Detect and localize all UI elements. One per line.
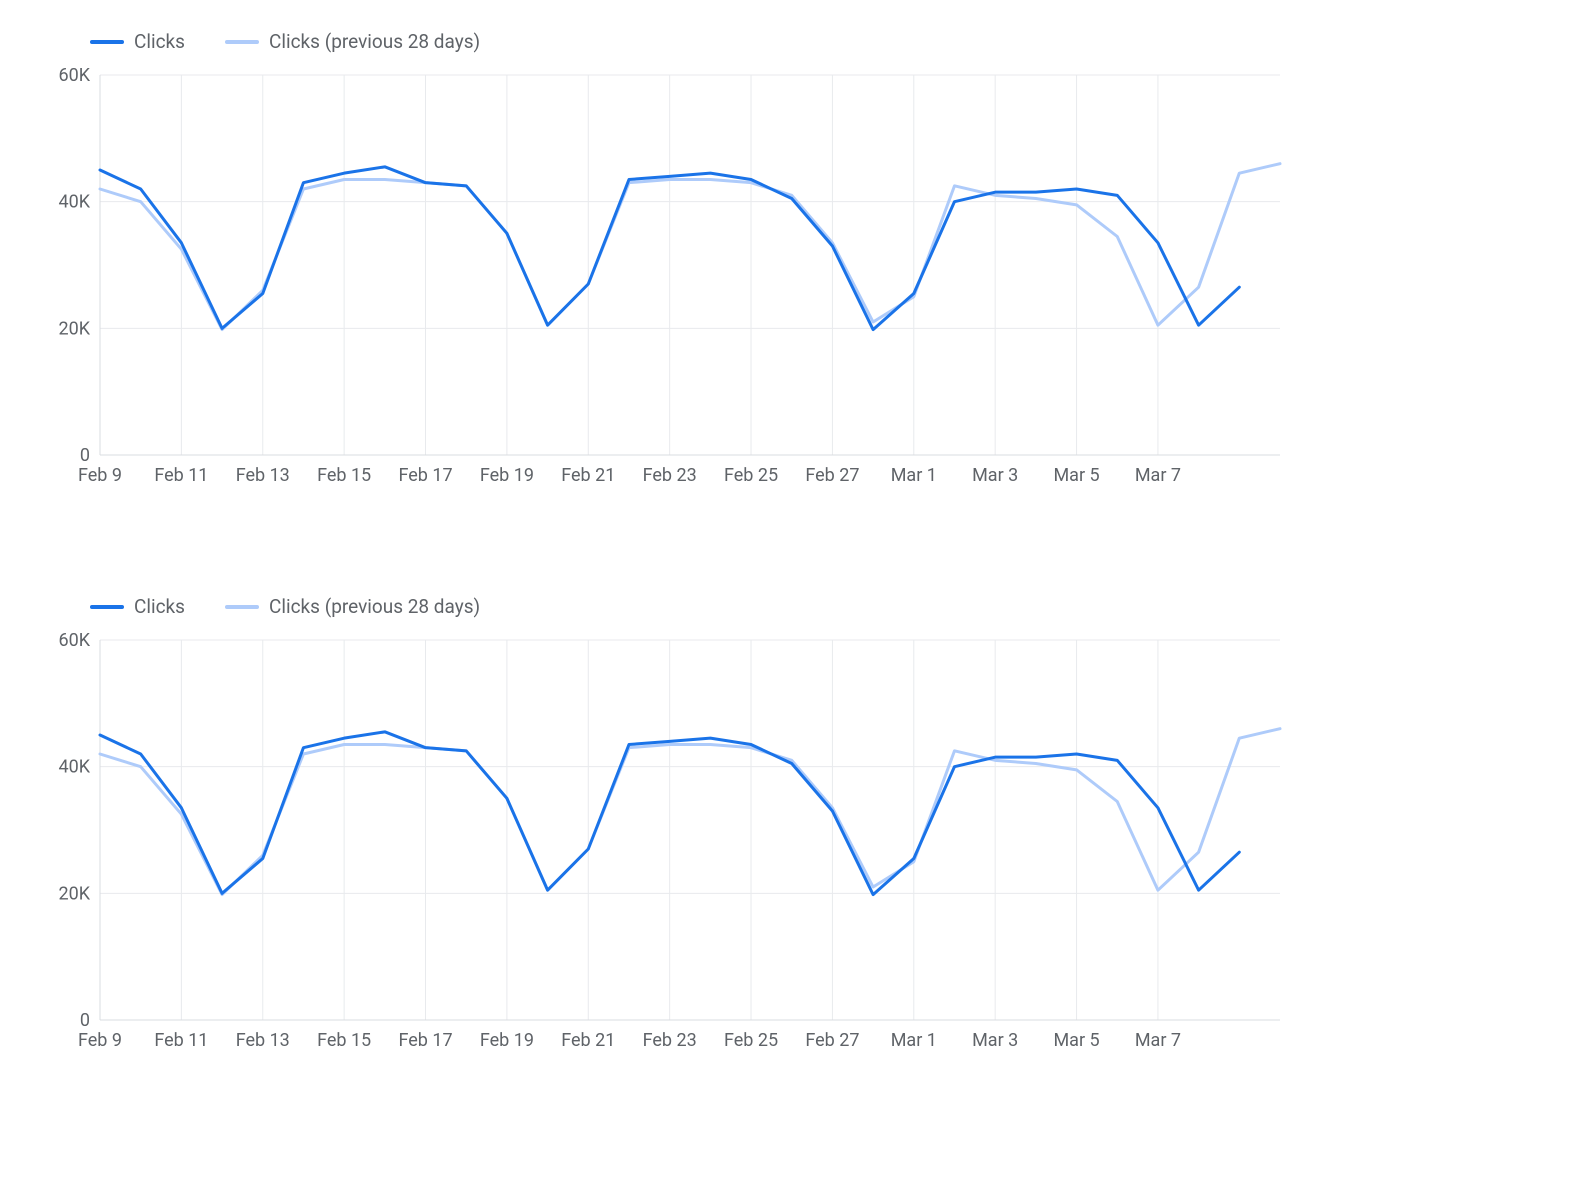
- x-axis-tick-label: Mar 5: [1053, 1030, 1099, 1051]
- x-axis-tick-label: Feb 23: [643, 1030, 697, 1051]
- y-axis-tick-label: 20K: [58, 318, 90, 339]
- legend-label: Clicks (previous 28 days): [269, 595, 480, 618]
- x-axis-tick-label: Feb 11: [154, 1030, 208, 1051]
- x-axis-tick-label: Mar 1: [891, 1030, 937, 1051]
- x-axis-tick-label: Feb 17: [398, 1030, 452, 1051]
- x-axis-tick-label: Feb 25: [724, 465, 778, 486]
- y-axis-tick-label: 40K: [58, 192, 90, 213]
- x-axis-tick-label: Feb 15: [317, 465, 371, 486]
- chart-legend: Clicks Clicks (previous 28 days): [90, 30, 1532, 53]
- legend-item[interactable]: Clicks (previous 28 days): [225, 595, 480, 618]
- x-axis-tick-label: Feb 15: [317, 1030, 371, 1051]
- x-axis-tick-label: Mar 5: [1053, 465, 1099, 486]
- x-axis-tick-label: Feb 27: [805, 465, 859, 486]
- legend-item[interactable]: Clicks: [90, 595, 185, 618]
- x-axis-tick-label: Feb 25: [724, 1030, 778, 1051]
- chart-legend: Clicks Clicks (previous 28 days): [90, 595, 1532, 618]
- legend-item[interactable]: Clicks: [90, 30, 185, 53]
- x-axis-tick-label: Feb 17: [398, 465, 452, 486]
- x-axis-tick-label: Feb 13: [236, 1030, 290, 1051]
- legend-swatch: [90, 40, 124, 44]
- x-axis-tick-label: Mar 1: [891, 465, 937, 486]
- clicks-line-chart: Clicks Clicks (previous 28 days) 0 20K 40K 60…: [40, 30, 1532, 495]
- series-line: [100, 164, 1280, 330]
- chart-plot: 0 20K 40K 60K Feb 9 Feb 11 Feb 13 Feb 15 Feb 17 F…: [40, 630, 1290, 1060]
- x-axis-tick-label: Mar 7: [1135, 1030, 1181, 1051]
- x-axis-tick-label: Mar 7: [1135, 465, 1181, 486]
- y-axis-tick-label: 0: [80, 1010, 90, 1031]
- x-axis-tick-label: Feb 19: [480, 1030, 534, 1051]
- y-axis-tick-label: 0: [80, 445, 90, 466]
- x-axis-tick-label: Feb 23: [643, 465, 697, 486]
- x-axis-tick-label: Feb 9: [78, 1030, 122, 1051]
- legend-swatch: [225, 40, 259, 44]
- y-axis-tick-label: 60K: [58, 630, 90, 651]
- x-axis-tick-label: Mar 3: [972, 465, 1018, 486]
- legend-item[interactable]: Clicks (previous 28 days): [225, 30, 480, 53]
- x-axis-tick-label: Feb 9: [78, 465, 122, 486]
- x-axis-tick-label: Feb 27: [805, 1030, 859, 1051]
- legend-label: Clicks: [134, 595, 185, 618]
- series-line: [100, 729, 1280, 895]
- clicks-line-chart: Clicks Clicks (previous 28 days) 0 20K 40K 60…: [40, 595, 1532, 1060]
- x-axis-tick-label: Feb 11: [154, 465, 208, 486]
- legend-swatch: [90, 605, 124, 609]
- y-axis-tick-label: 40K: [58, 757, 90, 778]
- legend-label: Clicks (previous 28 days): [269, 30, 480, 53]
- x-axis-tick-label: Feb 13: [236, 465, 290, 486]
- x-axis-tick-label: Feb 19: [480, 465, 534, 486]
- x-axis-tick-label: Feb 21: [561, 465, 615, 486]
- x-axis-tick-label: Feb 21: [561, 1030, 615, 1051]
- x-axis-tick-label: Mar 3: [972, 1030, 1018, 1051]
- legend-label: Clicks: [134, 30, 185, 53]
- y-axis-tick-label: 20K: [58, 883, 90, 904]
- legend-swatch: [225, 605, 259, 609]
- y-axis-tick-label: 60K: [58, 65, 90, 86]
- chart-plot: 0 20K 40K 60K Feb 9 Feb 11 Feb 13 Feb 15 Feb 17 F…: [40, 65, 1290, 495]
